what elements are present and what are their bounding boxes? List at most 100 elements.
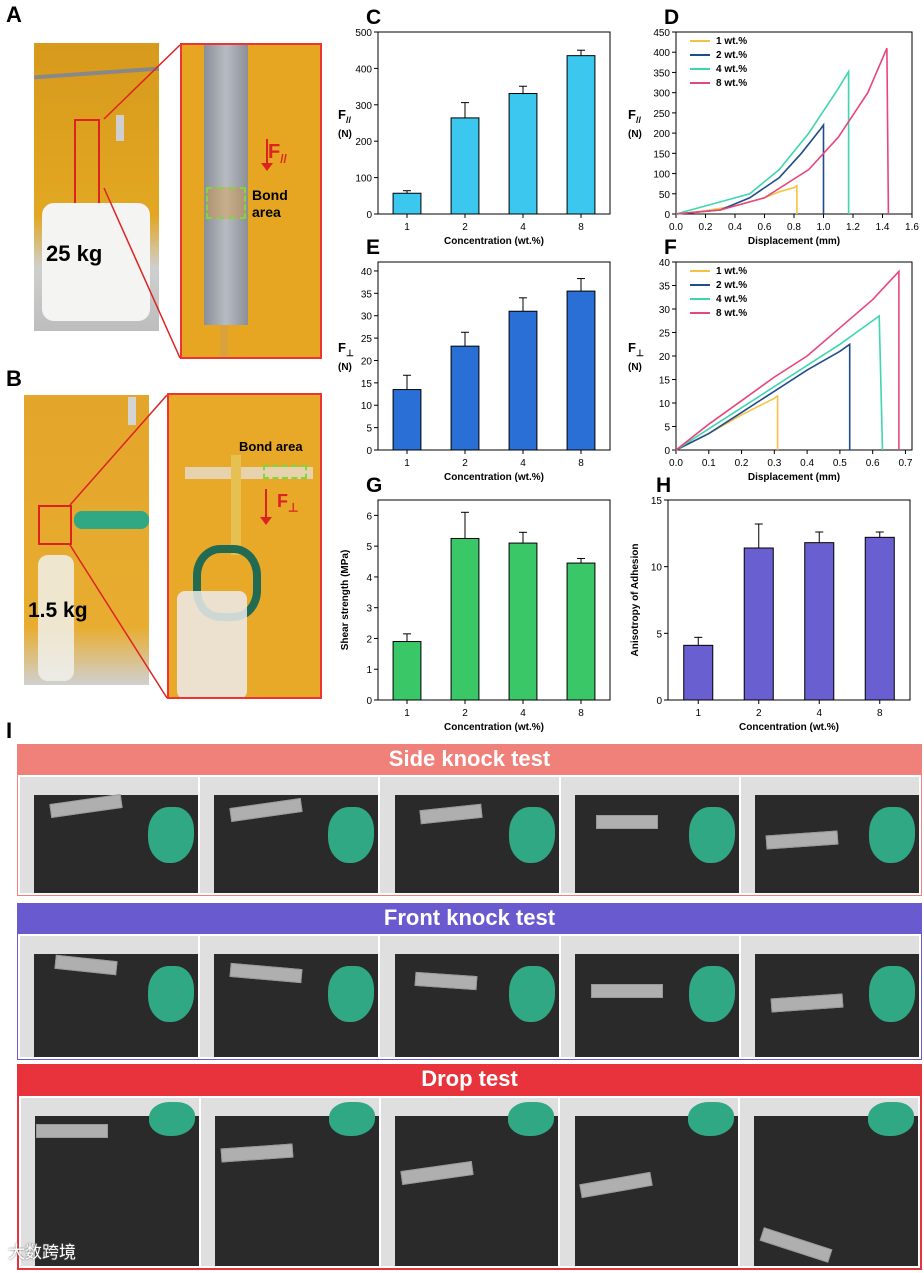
banner-front-knock: Front knock test: [17, 903, 922, 933]
x-tick-label: 2: [462, 708, 468, 719]
x-tick-label: 1: [404, 458, 410, 469]
x-tick-label: 0.4: [800, 458, 814, 469]
x-tick-label: 1.6: [905, 222, 919, 233]
legend-label-2wt: 2 wt.%: [716, 280, 747, 291]
glove-hand: [508, 966, 555, 1022]
x-tick-label: 8: [578, 222, 584, 233]
test-photo-frame: [380, 1098, 559, 1266]
y-axis-label: Anisotropy of Adhesion: [630, 544, 641, 657]
legend-label-1wt: 1 wt.%: [716, 36, 747, 47]
x-axis-label: Concentration (wt.%): [739, 722, 839, 733]
x-tick-label: 0.1: [702, 458, 716, 469]
x-tick-label: 8: [578, 708, 584, 719]
glass-slide: [36, 1124, 108, 1138]
y-tick-label: 100: [355, 174, 372, 185]
y-tick-label: 5: [366, 424, 372, 435]
panel-letter-e: E: [366, 236, 380, 259]
y-tick-label: 5: [664, 423, 670, 434]
x-tick-label: 1: [404, 222, 410, 233]
y-tick-label: 500: [355, 28, 372, 39]
y-tick-label: 50: [659, 190, 671, 201]
chart-f: F 0 5 10 15 20 25 30 35 40 F⊥ (N) 0.0 0.1 0.2 0.3 0.4 0.5…: [628, 236, 913, 483]
test-photo-frame: [380, 936, 559, 1057]
x-tick-label: 4: [520, 222, 526, 233]
x-tick-label: 2: [462, 458, 468, 469]
y-tick-label: 5: [656, 629, 662, 640]
panel-letter-f: F: [664, 236, 677, 259]
glove-hand: [328, 966, 375, 1022]
bar-1: [392, 389, 422, 451]
bar-8: [566, 55, 596, 215]
y-tick-label: 300: [653, 89, 670, 100]
weight-label-1-5kg: 1.5 kg: [28, 599, 88, 622]
panel-letter-c: C: [366, 6, 381, 29]
x-tick-label: 2: [756, 708, 762, 719]
y-tick-label: 400: [653, 48, 670, 59]
y-tick-label: 30: [659, 305, 671, 316]
y-tick-label: 5: [366, 542, 372, 553]
y-tick-label: 350: [653, 68, 670, 79]
y-tick-label: 4: [366, 573, 372, 584]
y-tick-label: 0: [366, 210, 372, 221]
x-tick-label: 0.0: [669, 222, 683, 233]
arrow-down-icon-b: [260, 517, 272, 525]
chart-e: E 0 5 10 15 20 25 30 35 40 F⊥ (N) 1 2 4 8 Concentration …: [338, 236, 611, 483]
y-tick-label: 3: [366, 604, 372, 615]
legend-label-1wt: 1 wt.%: [716, 266, 747, 277]
force-label-a: F: [268, 141, 281, 163]
legend-label-2wt: 2 wt.%: [716, 50, 747, 61]
glass-slide: [590, 984, 663, 998]
y-tick-label: 35: [659, 282, 671, 293]
x-tick-label: 4: [520, 458, 526, 469]
series-line-1wt: [675, 184, 798, 215]
y-tick-label: 40: [659, 258, 671, 269]
glove-hand: [688, 966, 735, 1022]
y-tick-label: 0: [664, 210, 670, 221]
x-tick-label: 0.5: [833, 458, 847, 469]
y-axis-label: F⊥: [628, 340, 644, 358]
glove-hand: [867, 1102, 914, 1136]
bar-8: [864, 536, 895, 701]
series-line-8wt: [675, 47, 890, 215]
y-axis-label: Shear strength (MPa): [340, 550, 351, 651]
y-tick-label: 0: [664, 446, 670, 457]
x-axis-label: Displacement (mm): [748, 236, 840, 247]
test-photo-frame: [740, 1098, 918, 1266]
y-tick-label: 150: [653, 149, 670, 160]
weight-label-25kg: 25 kg: [46, 241, 103, 266]
bar-2: [743, 547, 774, 701]
x-tick-label: 8: [578, 458, 584, 469]
y-axis-unit: (N): [338, 362, 352, 373]
series-line-4wt: [675, 314, 884, 451]
bar-1: [392, 641, 422, 701]
y-axis-label: F//: [338, 107, 351, 125]
x-tick-label: 0.8: [787, 222, 801, 233]
bar-2: [450, 537, 480, 701]
test-photo-frame: [560, 936, 739, 1057]
banner-drop-test: Drop test: [17, 1064, 922, 1094]
series-line-4wt: [675, 68, 850, 215]
y-tick-label: 10: [659, 399, 671, 410]
glove-hand: [328, 807, 375, 863]
y-tick-label: 40: [361, 267, 373, 278]
glass-slide: [595, 815, 658, 829]
bar-4: [508, 93, 538, 215]
x-axis-label: Concentration (wt.%): [444, 472, 544, 483]
series-line-2wt: [675, 122, 825, 215]
test-photo-frame: [200, 936, 379, 1057]
series-line-2wt: [675, 342, 851, 451]
x-tick-label: 1: [695, 708, 701, 719]
force-sub-a: //: [280, 152, 287, 166]
glove-hand: [508, 1102, 555, 1136]
chart-c: C 0 100 200 300 400 500 F// (N) 1 2 4 8 Concentration…: [338, 6, 611, 247]
zoom-lines-b: [69, 394, 168, 699]
test-photo-frame: [20, 777, 199, 893]
y-tick-label: 10: [651, 563, 663, 574]
bar-2: [450, 345, 480, 451]
strip-front-knock: [17, 933, 922, 1060]
test-photo-frame: [740, 936, 920, 1057]
chart-g: G 0 1 2 3 4 5 6 Shear strength (MPa) 1 2 4 8 Concentr…: [340, 474, 611, 733]
plot-frame: [377, 261, 611, 451]
test-photo-frame: [740, 777, 920, 893]
y-tick-label: 20: [659, 352, 671, 363]
